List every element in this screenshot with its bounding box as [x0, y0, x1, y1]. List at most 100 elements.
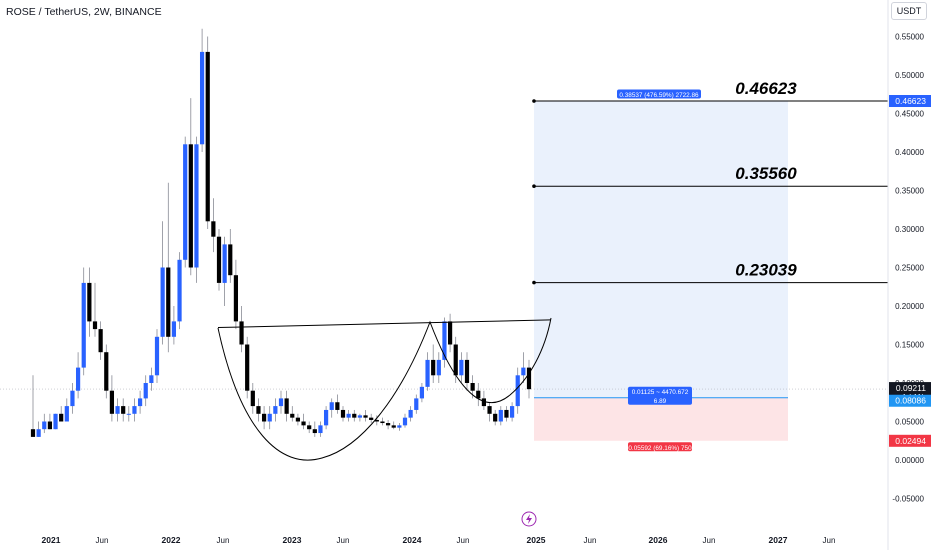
- candle-body: [233, 275, 239, 322]
- candle-body: [160, 267, 165, 337]
- profit-zone: [534, 101, 788, 398]
- x-tick-label: Jun: [217, 536, 230, 545]
- x-tick-label: Jun: [457, 536, 470, 545]
- candle-body: [335, 402, 340, 410]
- target-level-label: 0.46623: [735, 79, 797, 98]
- position-labels: 0.38537 (476.59%) 2722.86 0.01125 ~ 4470.…: [617, 89, 701, 452]
- candle-body: [453, 344, 458, 376]
- currency-button[interactable]: USDT: [891, 2, 927, 20]
- candle-body: [493, 413, 498, 422]
- stop-badge: [889, 434, 931, 447]
- target-level-dot: [532, 99, 536, 103]
- stop-info-label-bg: [628, 442, 692, 452]
- y-axis[interactable]: 0.55000 0.50000 0.45000 0.40000 0.35000 0.300…: [887, 0, 925, 550]
- candle-body: [307, 425, 312, 430]
- candle-body: [414, 398, 419, 410]
- target-info-label-text: 0.38537 (476.59%) 2722.86: [619, 92, 699, 99]
- target-level-dot: [532, 184, 536, 188]
- candle-body: [126, 413, 131, 415]
- candle-body: [357, 415, 363, 418]
- candle-body: [498, 409, 503, 422]
- candle-body: [464, 359, 470, 383]
- loss-zone: [534, 397, 788, 441]
- candle-body: [391, 425, 396, 428]
- y-tick-label: 0.30000: [895, 225, 924, 234]
- candle-body: [137, 398, 143, 407]
- chart-title: ROSE / TetherUS, 2W, BINANCE: [6, 6, 162, 18]
- x-tick-label: 2027: [769, 535, 788, 545]
- cup-and-handle-pattern: [217, 317, 552, 461]
- entry-info-label-text: 6.89: [654, 398, 667, 405]
- candle-body: [278, 398, 284, 407]
- x-tick-label: 2026: [649, 535, 668, 545]
- candle-body: [442, 321, 447, 360]
- candle-body: [75, 367, 81, 391]
- y-tick-label: 0.15000: [895, 341, 924, 350]
- x-axis[interactable]: 2021 Jun 2022 Jun 2023 Jun 2024 Jun 2025 Jun 2026 J…: [42, 535, 836, 545]
- candle-body: [188, 144, 193, 268]
- candle-body: [301, 421, 306, 426]
- candle-body: [521, 367, 526, 376]
- x-tick-label: 2025: [527, 535, 546, 545]
- candle-body: [261, 413, 267, 422]
- candle-body: [70, 390, 75, 407]
- candle-body: [346, 413, 351, 418]
- target-badge-text: 0.46623: [895, 96, 926, 106]
- y-tick-label: 0.20000: [895, 302, 924, 311]
- candle-body: [318, 425, 323, 434]
- target-badge: [889, 95, 931, 108]
- target-info-label-bg: [617, 89, 701, 99]
- candle-body: [245, 344, 250, 391]
- target-level-label: 0.35560: [735, 164, 797, 183]
- candle-body: [425, 359, 430, 387]
- candle-body: [504, 409, 509, 418]
- candle-body: [374, 419, 379, 422]
- candle-body: [81, 282, 86, 368]
- candle-body: [312, 429, 317, 434]
- entry-info-label-text: 0.01125 ~ 4470.672: [632, 389, 689, 396]
- y-tick-label: 0.40000: [895, 148, 924, 157]
- x-tick-label: Jun: [823, 536, 836, 545]
- y-tick-label: 0.35000: [895, 187, 924, 196]
- candle-body: [149, 375, 154, 383]
- position-zones: [534, 101, 788, 441]
- candle-body: [419, 386, 425, 399]
- candle-body: [256, 406, 261, 414]
- y-tick-label: 0.25000: [895, 264, 924, 273]
- cup-curve: [217, 317, 552, 461]
- candle-body: [515, 375, 520, 407]
- candle-body: [363, 415, 368, 418]
- candle-body: [194, 144, 199, 268]
- x-tick-label: 2024: [403, 535, 422, 545]
- y-tick-label: 0.00000: [895, 456, 924, 465]
- candle-body: [222, 244, 227, 283]
- candle-body: [436, 359, 441, 376]
- candle-body: [250, 390, 255, 407]
- target-levels: 0.23039 0.35560 0.46623: [532, 79, 888, 285]
- candle-body: [447, 321, 453, 345]
- candle-body: [64, 406, 69, 422]
- y-tick-label: 0.55000: [895, 33, 924, 42]
- candle-body: [47, 421, 53, 430]
- candles: [30, 28, 532, 437]
- candle-body: [526, 367, 532, 390]
- candle-body: [115, 406, 120, 414]
- target-level-label: 0.23039: [735, 261, 797, 280]
- candle-body: [199, 51, 205, 145]
- x-tick-label: Jun: [584, 536, 597, 545]
- candle-body: [92, 321, 98, 330]
- target-level-dot: [532, 280, 536, 285]
- candle-body: [481, 398, 487, 407]
- stop-info-label-text: 0.05592 (69.16%) 750: [628, 445, 692, 452]
- last-price-badge-text: 0.09211: [896, 383, 926, 393]
- candle-body: [340, 409, 346, 418]
- candle-body: [402, 417, 408, 426]
- flash-icon[interactable]: [521, 511, 537, 527]
- candle-body: [431, 359, 436, 376]
- candle-body: [385, 423, 391, 426]
- candle-body: [329, 402, 334, 410]
- candle-body: [470, 383, 475, 391]
